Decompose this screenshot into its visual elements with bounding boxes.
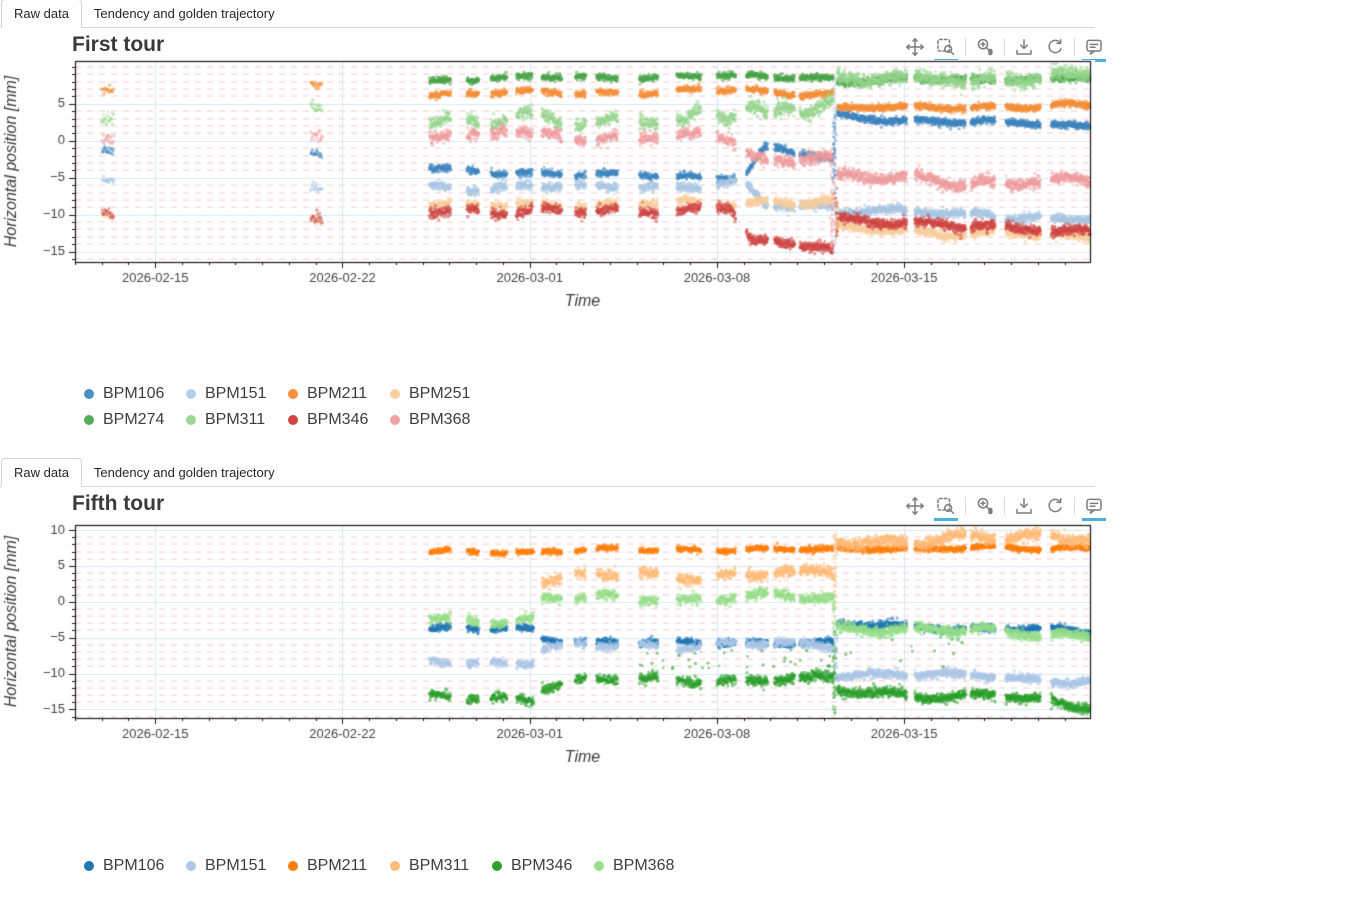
legend-item-bpm368[interactable]: BPM368 [594, 853, 696, 879]
legend-label: BPM106 [103, 385, 165, 402]
legend-label: BPM151 [205, 385, 267, 402]
legend-label: BPM274 [103, 411, 165, 428]
legend-label: BPM211 [307, 857, 368, 874]
fifth-tour-panel: Raw data Tendency and golden trajectory F… [0, 458, 1354, 918]
reset-icon[interactable] [1043, 494, 1067, 518]
legend-label: BPM311 [205, 411, 266, 428]
tab-tendency-and-golden-trajectory[interactable]: Tendency and golden trajectory [93, 6, 275, 21]
legend-label: BPM106 [103, 857, 165, 874]
tab-raw-data[interactable]: Raw data [1, 458, 82, 487]
legend-label: BPM346 [511, 857, 573, 874]
toolbar-separator [1074, 497, 1075, 515]
legend-marker-icon [186, 415, 196, 425]
legend-item-bpm311[interactable]: BPM311 [186, 407, 288, 433]
legend-label: BPM311 [409, 857, 470, 874]
legend-marker-icon [390, 861, 400, 871]
legend-marker-icon [390, 415, 400, 425]
legend-item-bpm106[interactable]: BPM106 [84, 381, 186, 407]
tab-tendency-and-golden-trajectory[interactable]: Tendency and golden trajectory [93, 465, 275, 480]
save-icon[interactable] [1012, 35, 1036, 59]
plot-toolbar [903, 493, 1106, 521]
reset-icon[interactable] [1043, 35, 1067, 59]
legend-label: BPM251 [409, 385, 471, 402]
toolbar-separator [1004, 38, 1005, 56]
save-icon[interactable] [1012, 494, 1036, 518]
hover-icon[interactable] [1082, 494, 1106, 521]
plot-toolbar [903, 34, 1106, 62]
legend-marker-icon [84, 861, 94, 871]
toolbar-separator [1004, 497, 1005, 515]
legend-label: BPM346 [307, 411, 369, 428]
fifth-tour-plot-canvas[interactable] [0, 524, 1095, 784]
first-tour-panel: Raw data Tendency and golden trajectory F… [0, 0, 1106, 433]
legend-marker-icon [186, 861, 196, 871]
legend-item-bpm151[interactable]: BPM151 [186, 853, 288, 879]
plot-title: Fifth tour [72, 492, 165, 515]
pan-icon[interactable] [903, 494, 927, 518]
toolbar-separator [1074, 38, 1075, 56]
wheel-zoom-icon[interactable] [973, 494, 997, 518]
legend-item-bpm151[interactable]: BPM151 [186, 381, 288, 407]
pan-icon[interactable] [903, 35, 927, 59]
plot-title: First tour [72, 33, 165, 56]
legend-marker-icon [84, 415, 94, 425]
legend-marker-icon [288, 389, 298, 399]
legend-item-bpm311[interactable]: BPM311 [390, 853, 492, 879]
legend-marker-icon [390, 389, 400, 399]
hover-icon[interactable] [1082, 35, 1106, 62]
legend-marker-icon [492, 861, 502, 871]
legend: BPM106 BPM151 BPM211 BPM251 BPM274 BPM311 BPM3… [84, 381, 504, 433]
legend-marker-icon [84, 389, 94, 399]
wheel-zoom-icon[interactable] [973, 35, 997, 59]
legend-item-bpm346[interactable]: BPM346 [288, 407, 390, 433]
tab-bar: Raw data Tendency and golden trajectory [0, 0, 1095, 28]
legend-marker-icon [288, 861, 298, 871]
legend-item-bpm211[interactable]: BPM211 [288, 853, 390, 879]
box-zoom-icon[interactable] [934, 494, 958, 521]
first-tour-plot-canvas[interactable] [0, 60, 1095, 320]
box-zoom-icon[interactable] [934, 35, 958, 62]
legend-marker-icon [594, 861, 604, 871]
legend-item-bpm346[interactable]: BPM346 [492, 853, 594, 879]
toolbar-separator [965, 38, 966, 56]
legend-item-bpm368[interactable]: BPM368 [390, 407, 492, 433]
toolbar-separator [965, 497, 966, 515]
legend-label: BPM368 [409, 411, 471, 428]
legend-item-bpm274[interactable]: BPM274 [84, 407, 186, 433]
legend-marker-icon [186, 389, 196, 399]
legend-label: BPM151 [205, 857, 267, 874]
tab-raw-data[interactable]: Raw data [1, 0, 82, 28]
legend: BPM106 BPM151 BPM211 BPM311 BPM346 BPM368 [84, 853, 784, 879]
legend-label: BPM211 [307, 385, 368, 402]
tab-bar: Raw data Tendency and golden trajectory [0, 458, 1095, 487]
legend-item-bpm251[interactable]: BPM251 [390, 381, 492, 407]
legend-item-bpm106[interactable]: BPM106 [84, 853, 186, 879]
legend-label: BPM368 [613, 857, 675, 874]
legend-item-bpm211[interactable]: BPM211 [288, 381, 390, 407]
legend-marker-icon [288, 415, 298, 425]
